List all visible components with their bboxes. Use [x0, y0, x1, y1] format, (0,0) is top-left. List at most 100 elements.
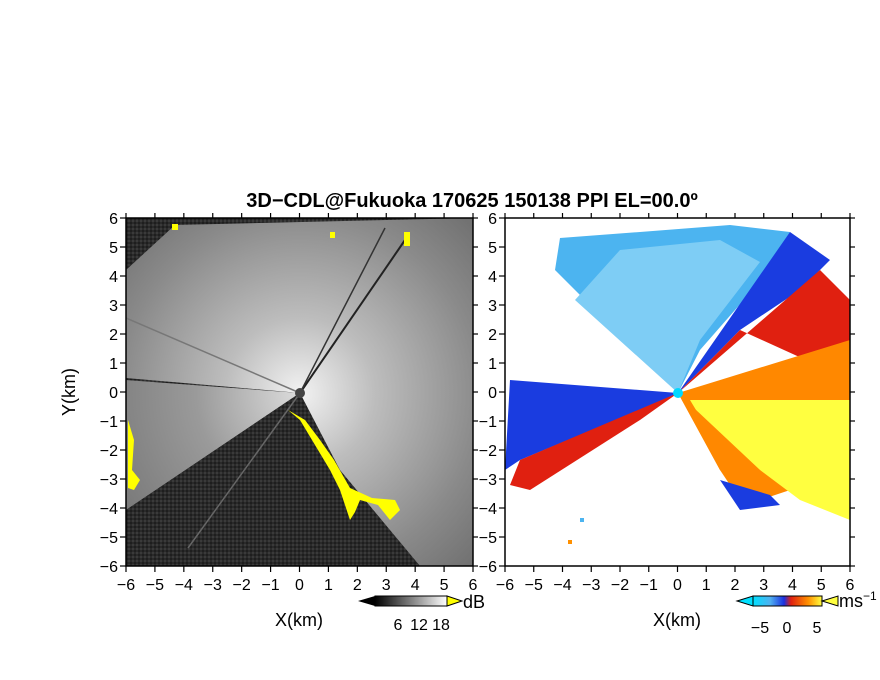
x-tick-label: 4 — [788, 577, 797, 594]
x-tick-label: 3 — [382, 577, 391, 594]
y-tick-label: −1 — [100, 414, 118, 431]
x-axis-label-right: X(km) — [653, 610, 701, 630]
colorbar-unit: ms−1 — [839, 589, 877, 611]
colorbar-tick: 12 — [410, 617, 428, 634]
y-tick-label: −4 — [479, 501, 497, 518]
clutter-speck — [330, 232, 335, 238]
colorbar-arrow-high — [446, 595, 464, 607]
right-panel: −6 −5 −4 −3 −2 −1 0 1 2 3 4 5 6 −6 −5 −4 −3 −2 −1 0 1 2 3 4 5 6 X… — [479, 211, 855, 630]
velocity-west-red — [510, 393, 678, 490]
radar-site — [673, 388, 683, 398]
velocity-receding-red — [678, 270, 850, 393]
y-tick-label: 4 — [488, 269, 497, 286]
colorbar-tick: 18 — [432, 617, 450, 634]
y-tick-label: 2 — [109, 327, 118, 344]
x-tick-label: 6 — [846, 577, 855, 594]
y-tick-label: 2 — [488, 327, 497, 344]
colorbar-arrow-high — [820, 595, 839, 607]
beam-blockage-line — [299, 239, 406, 394]
colorbar-gradient — [752, 595, 823, 607]
x-axis-label-left: X(km) — [275, 610, 323, 630]
colorbar-tick: 6 — [394, 617, 403, 634]
x-tick-label: 2 — [353, 577, 362, 594]
x-tick-label: −5 — [146, 577, 164, 594]
x-tick-label: −2 — [611, 577, 629, 594]
colorbar-arrow-low — [735, 595, 754, 607]
beam-line — [187, 392, 301, 549]
echo-sector-west — [126, 380, 300, 510]
x-tick-label: −6 — [496, 577, 514, 594]
y-tick-label: −3 — [100, 472, 118, 489]
colorbar-tick: −5 — [751, 620, 769, 637]
y-tick-label: 0 — [488, 385, 497, 402]
velocity-receding-yellow — [690, 400, 850, 520]
x-tick-label: −2 — [233, 577, 251, 594]
velocity-field — [505, 225, 850, 544]
y-tick-label: −5 — [100, 530, 118, 547]
y-tick-label: 1 — [488, 356, 497, 373]
y-tick-label: −2 — [479, 443, 497, 460]
x-tick-label: 6 — [469, 577, 478, 594]
clutter-region — [128, 420, 140, 490]
colorbar-tick: 0 — [783, 620, 792, 637]
y-tick-label: 3 — [109, 298, 118, 315]
x-tick-label: 0 — [673, 577, 682, 594]
y-tick-label: −5 — [479, 530, 497, 547]
clutter-speck — [172, 224, 178, 230]
y-tick-label: 6 — [488, 211, 497, 228]
clutter-speck — [404, 232, 410, 246]
y-axis-label: Y(km) — [59, 368, 79, 416]
x-tick-label: −4 — [175, 577, 193, 594]
colorbar-reflectivity: 6 12 18 dB — [358, 592, 485, 634]
velocity-speck — [580, 518, 584, 522]
x-tick-label: −4 — [553, 577, 571, 594]
x-tick-label: 2 — [731, 577, 740, 594]
y-tick-label: −4 — [100, 501, 118, 518]
x-tick-label: −3 — [582, 577, 600, 594]
colorbar-tick: 5 — [813, 620, 822, 637]
velocity-edge-blue — [678, 232, 830, 393]
beam-line — [126, 317, 301, 394]
velocity-south-orange — [678, 393, 770, 500]
x-tick-label: 5 — [817, 577, 826, 594]
x-tick-label: −1 — [640, 577, 658, 594]
x-tick-label: −1 — [261, 577, 279, 594]
y-tick-label: 6 — [109, 211, 118, 228]
ticks-left: −6 −5 −4 −3 −2 −1 0 1 2 3 4 5 6 −6 −5 −4 −3 −2 −1 0 1 2 3 4 5 6 — [100, 211, 478, 594]
y-tick-label: 3 — [488, 298, 497, 315]
velocity-speck — [568, 540, 572, 544]
left-panel: −6 −5 −4 −3 −2 −1 0 1 2 3 4 5 6 −6 −5 −4 −3 −2 −1 0 1 2 3 4 5 6 X… — [59, 211, 478, 630]
radar-site — [295, 388, 305, 398]
velocity-west-blue — [505, 380, 678, 470]
ticks-right: −6 −5 −4 −3 −2 −1 0 1 2 3 4 5 6 −6 −5 −4 −3 −2 −1 0 1 2 3 4 5 6 — [479, 211, 855, 594]
colorbar-arrow-low — [358, 596, 375, 606]
x-tick-label: −6 — [117, 577, 135, 594]
x-tick-label: 1 — [702, 577, 711, 594]
y-tick-label: 0 — [109, 385, 118, 402]
x-tick-label: 0 — [295, 577, 304, 594]
velocity-south-blue — [720, 480, 780, 510]
y-tick-label: −6 — [479, 559, 497, 576]
colorbar-gradient — [374, 595, 448, 607]
y-tick-label: −3 — [479, 472, 497, 489]
reflectivity-field — [126, 218, 473, 566]
x-tick-label: 4 — [411, 577, 420, 594]
chart-title: 3D−CDL@Fukuoka 170625 150138 PPI EL=00.0… — [246, 190, 698, 212]
beam-blockage-line — [299, 227, 386, 394]
y-tick-label: 5 — [109, 240, 118, 257]
y-tick-label: −1 — [479, 414, 497, 431]
x-tick-label: 1 — [324, 577, 333, 594]
colorbar-unit: dB — [463, 592, 485, 612]
x-tick-label: 5 — [440, 577, 449, 594]
y-tick-label: −6 — [100, 559, 118, 576]
y-tick-label: 5 — [488, 240, 497, 257]
y-tick-label: 1 — [109, 356, 118, 373]
x-tick-label: 3 — [759, 577, 768, 594]
y-tick-label: −2 — [100, 443, 118, 460]
colorbar-velocity: −5 0 5 ms−1 — [735, 589, 877, 637]
clutter-region — [288, 410, 400, 520]
y-tick-label: 4 — [109, 269, 118, 286]
x-tick-label: −3 — [204, 577, 222, 594]
velocity-approaching-core — [575, 240, 760, 393]
